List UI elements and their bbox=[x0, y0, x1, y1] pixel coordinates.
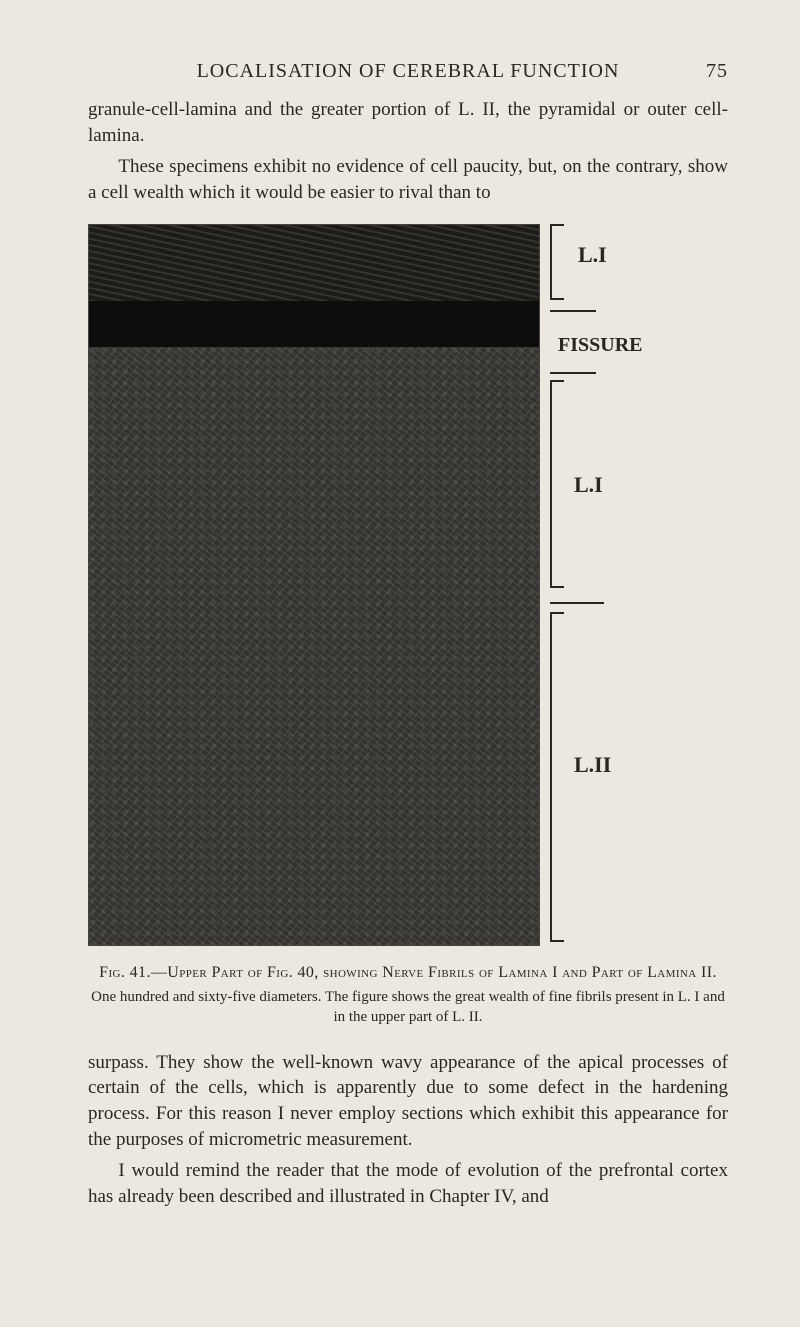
label-l2: L.II bbox=[574, 752, 611, 778]
figure-image bbox=[88, 224, 540, 946]
label-fissure: FISSURE bbox=[558, 334, 642, 357]
running-title: LOCALISATION OF CEREBRAL FUNCTION bbox=[128, 60, 688, 83]
running-head: LOCALISATION OF CEREBRAL FUNCTION 75 bbox=[88, 60, 728, 83]
page-number: 75 bbox=[688, 60, 728, 83]
page: LOCALISATION OF CEREBRAL FUNCTION 75 gra… bbox=[0, 0, 800, 1327]
paragraph-2: These specimens exhibit no evidence of c… bbox=[88, 154, 728, 205]
hline-l1-l2 bbox=[550, 602, 604, 604]
bracket-l1-mid bbox=[550, 380, 568, 588]
figure-41: L.I FISSURE L.I L.II bbox=[88, 224, 728, 946]
hline-below-fissure bbox=[550, 372, 596, 374]
figure-labels: L.I FISSURE L.I L.II bbox=[550, 224, 700, 944]
bracket-l1-top bbox=[550, 224, 568, 300]
caption-main: Fig. 41.—Upper Part of Fig. 40, showing … bbox=[88, 962, 728, 984]
figure-texture-top bbox=[89, 225, 539, 301]
label-l1-top: L.I bbox=[578, 242, 607, 268]
paragraph-3: surpass. They show the well-known wavy a… bbox=[88, 1050, 728, 1153]
figure-caption: Fig. 41.—Upper Part of Fig. 40, showing … bbox=[88, 962, 728, 1028]
caption-sub: One hundred and sixty-five diameters. Th… bbox=[88, 987, 728, 1028]
label-l1-mid: L.I bbox=[574, 472, 603, 498]
figure-fissure-band bbox=[89, 301, 539, 347]
paragraph-4: I would remind the reader that the mode … bbox=[88, 1158, 728, 1209]
hline-above-fissure bbox=[550, 310, 596, 312]
bracket-l2 bbox=[550, 612, 568, 942]
paragraph-1: granule-cell-lamina and the greater port… bbox=[88, 97, 728, 148]
